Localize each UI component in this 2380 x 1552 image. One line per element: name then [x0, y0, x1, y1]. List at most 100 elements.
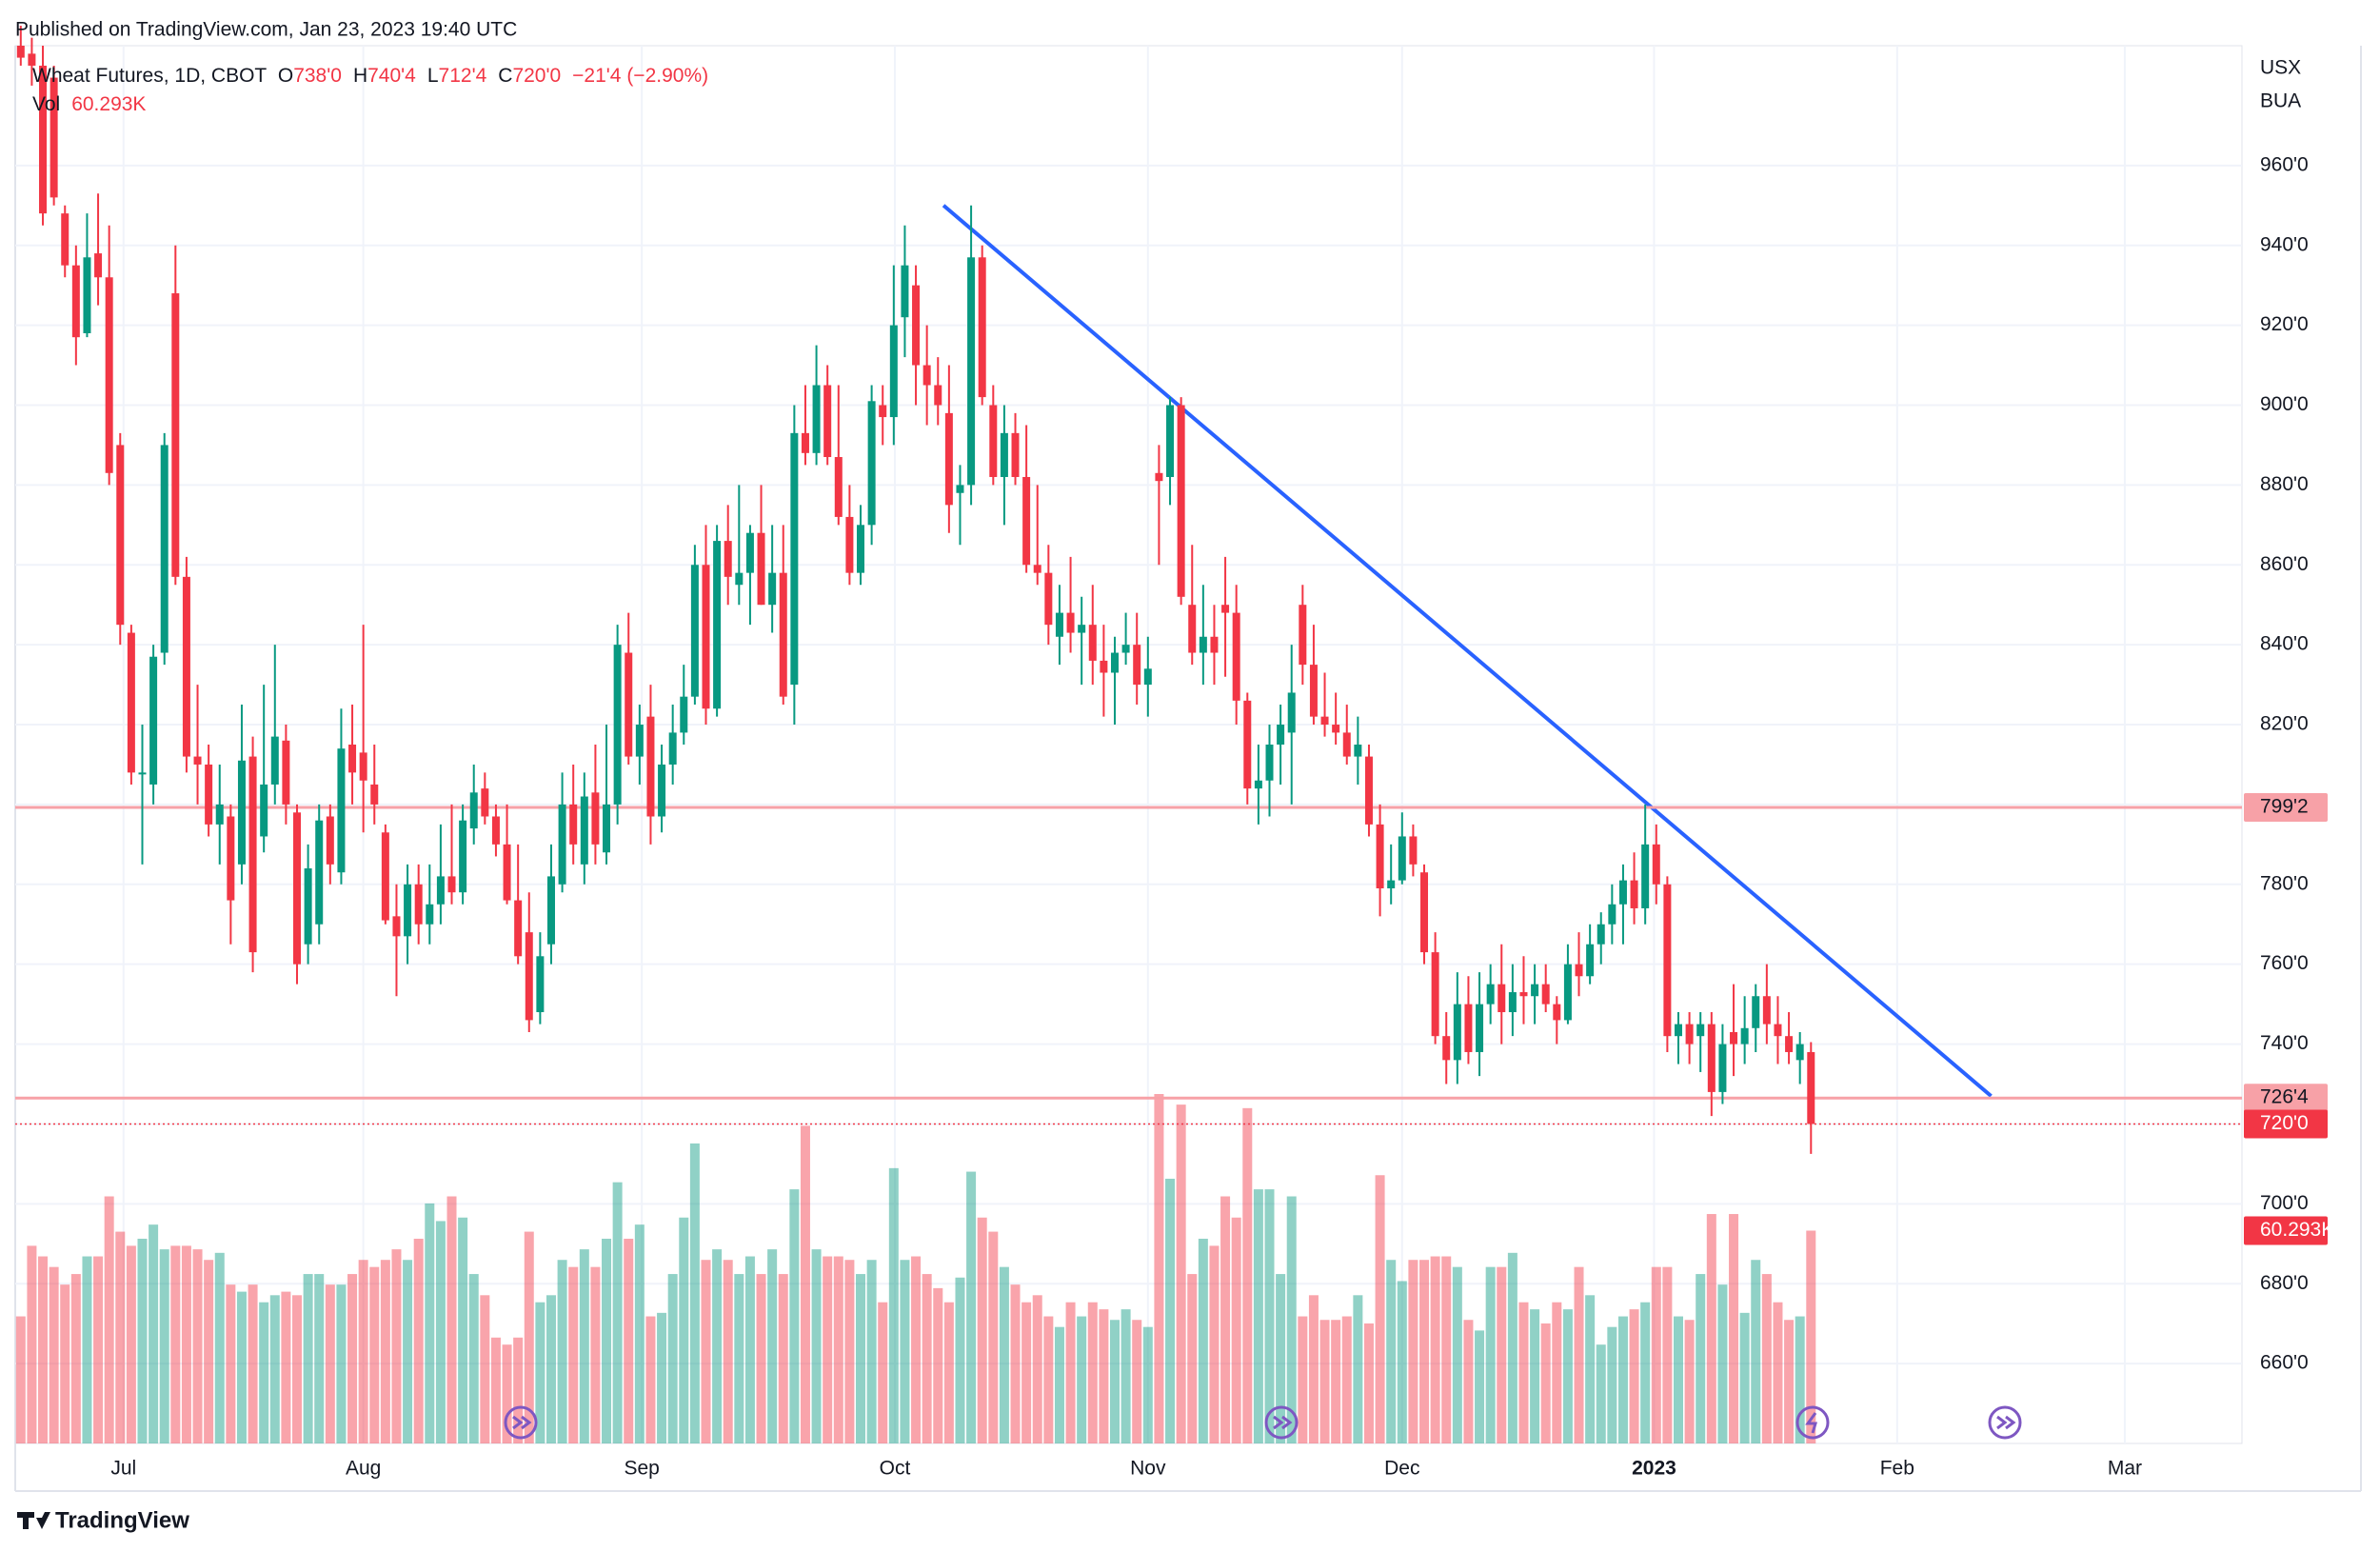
volume-bar [657, 1312, 667, 1443]
volume-bar [911, 1256, 922, 1443]
candle-body [1476, 1004, 1484, 1052]
volume-bar [1353, 1295, 1363, 1443]
candle-body [293, 812, 302, 965]
candle-body [1785, 1036, 1794, 1052]
candle-body [879, 405, 887, 418]
volume-key: Vol [32, 93, 60, 115]
volume-bar [1485, 1266, 1496, 1443]
readout-value: 738'0 [293, 65, 342, 87]
volume-bar [689, 1143, 700, 1443]
candle-body [381, 832, 389, 921]
candle-body [1442, 1036, 1451, 1061]
event-icon [1264, 1405, 1299, 1440]
candle-body [1155, 472, 1163, 482]
candle-body [1762, 996, 1771, 1025]
volume-bar [1408, 1260, 1418, 1443]
level-box [2244, 1084, 2328, 1113]
volume-bar [1341, 1316, 1352, 1443]
volume-bar [60, 1284, 70, 1443]
readout-key: C [498, 65, 512, 87]
trendline [942, 204, 1993, 1098]
volume-bar [602, 1238, 612, 1443]
volume-bar [1751, 1260, 1761, 1443]
last-price-label: 720'0 [2260, 1112, 2309, 1134]
candle-body [1066, 612, 1075, 633]
candle-body [1110, 652, 1119, 673]
volume-bar [1165, 1178, 1176, 1443]
level-lines [15, 204, 2242, 1125]
candle-body [901, 265, 909, 318]
volume-bar [634, 1224, 645, 1443]
volume-bar [667, 1274, 678, 1443]
readout-key: L [427, 65, 439, 87]
volume-bar [1773, 1302, 1783, 1443]
volume-bar [1264, 1189, 1275, 1443]
volume-bar [425, 1203, 435, 1443]
candle-body [1730, 1031, 1738, 1045]
volume-bar [1706, 1214, 1716, 1443]
volume-bar [1795, 1316, 1805, 1443]
candle-body [1133, 645, 1141, 686]
volume-value: 60.293K [71, 93, 146, 115]
y-tick-label: 680'0 [2260, 1272, 2309, 1294]
candle-body [426, 904, 434, 925]
x-tick-label: Oct [880, 1458, 911, 1480]
volume-bar [502, 1344, 512, 1443]
event-icon [1988, 1405, 2022, 1440]
candle-body [569, 804, 578, 845]
y-tick-label: 960'0 [2260, 153, 2309, 175]
volume-bar [1154, 1094, 1164, 1443]
volume-bar [1463, 1320, 1474, 1443]
volume-bar [1209, 1245, 1220, 1443]
candle-body [680, 696, 688, 733]
candle-body [757, 532, 765, 606]
candle-body [160, 445, 169, 653]
volume-bar [1452, 1266, 1462, 1443]
candle-body [39, 65, 48, 214]
candle-body [1022, 476, 1031, 566]
candle-body [635, 725, 644, 757]
level-label: 799'2 [2260, 796, 2309, 818]
icon-glyph [1273, 1415, 1293, 1430]
candle-body [1497, 984, 1506, 1013]
volume-bar [214, 1252, 225, 1443]
candle-body [1718, 1044, 1727, 1092]
volume-bar [756, 1274, 766, 1443]
volume-bar [292, 1295, 303, 1443]
candle-body [591, 792, 600, 845]
candle-body [1177, 405, 1185, 597]
candle-body [1078, 625, 1086, 633]
volume-bar [1109, 1320, 1120, 1443]
candle-body [237, 760, 246, 865]
candle-body [491, 816, 500, 845]
candle-body [1409, 836, 1418, 865]
volume-bar [955, 1277, 965, 1443]
volume-bar [900, 1260, 910, 1443]
volume-bar [347, 1274, 358, 1443]
volume-bar [380, 1260, 390, 1443]
candle-body [845, 516, 854, 573]
volume-bar [170, 1245, 181, 1443]
volume-bar [1253, 1189, 1263, 1443]
candle-body [558, 804, 566, 885]
volume-bar [1386, 1260, 1397, 1443]
volume-bar [391, 1249, 402, 1443]
volume-bar [513, 1337, 524, 1443]
candle-body [503, 844, 511, 901]
candle-body [304, 868, 312, 945]
volume-bar [590, 1266, 601, 1443]
level-label: 726'4 [2260, 1086, 2309, 1108]
candle-body [1795, 1044, 1804, 1061]
volume-bar [933, 1287, 943, 1443]
volume-bar [844, 1260, 855, 1443]
volume-bar [1552, 1302, 1562, 1443]
volume-bar [1043, 1316, 1054, 1443]
candle-body [370, 784, 379, 805]
volume-bar [612, 1182, 623, 1443]
candle-body [944, 412, 953, 506]
symbol: Wheat Futures, 1D, CBOT [32, 65, 267, 87]
published: Published on TradingView.com, Jan 23, 20… [15, 19, 517, 41]
volume-bar [1507, 1252, 1517, 1443]
volume-bar [1784, 1320, 1795, 1443]
event-icon [1795, 1405, 1830, 1440]
